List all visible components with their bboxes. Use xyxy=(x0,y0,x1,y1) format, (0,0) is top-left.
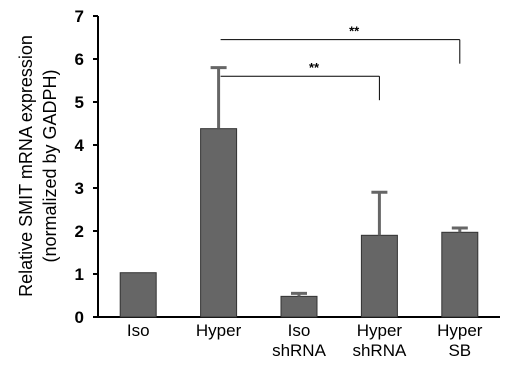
x-tick-label: Iso xyxy=(288,321,311,340)
bars xyxy=(119,128,479,318)
y-tick-label: 5 xyxy=(75,93,84,112)
y-ticks: 0 1 2 3 4 5 6 7 xyxy=(75,7,98,327)
y-axis-title: Relative SMIT mRNA expression (normalize… xyxy=(16,35,60,297)
y-axis-label-line-2: (normalized by GADPH) xyxy=(40,69,60,262)
bar xyxy=(441,231,479,318)
y-tick-label: 0 xyxy=(75,308,84,327)
x-tick-label: Hyper xyxy=(357,321,403,340)
bar xyxy=(280,295,318,318)
bar xyxy=(200,128,238,318)
significance-label: ** xyxy=(309,60,320,75)
y-tick-label: 1 xyxy=(75,265,84,284)
x-tick-label: SB xyxy=(448,341,471,360)
x-tick-label: Iso xyxy=(127,321,150,340)
y-tick-label: 7 xyxy=(75,7,84,26)
significance-brackets: ** ** xyxy=(220,24,461,101)
bar xyxy=(360,234,398,318)
x-tick-label: shRNA xyxy=(352,341,407,360)
y-tick-label: 3 xyxy=(75,179,84,198)
bar xyxy=(119,272,157,318)
x-tick-label: Hyper xyxy=(196,321,242,340)
y-tick-label: 2 xyxy=(75,222,84,241)
y-axis-label-line-1: Relative SMIT mRNA expression xyxy=(16,35,36,297)
x-tick-label: shRNA xyxy=(272,341,327,360)
error-bars xyxy=(210,66,468,297)
y-tick-label: 4 xyxy=(75,136,85,155)
y-tick-label: 6 xyxy=(75,50,84,69)
axes xyxy=(97,16,500,318)
x-tick-label: Hyper xyxy=(437,321,483,340)
significance-label: ** xyxy=(349,24,360,39)
